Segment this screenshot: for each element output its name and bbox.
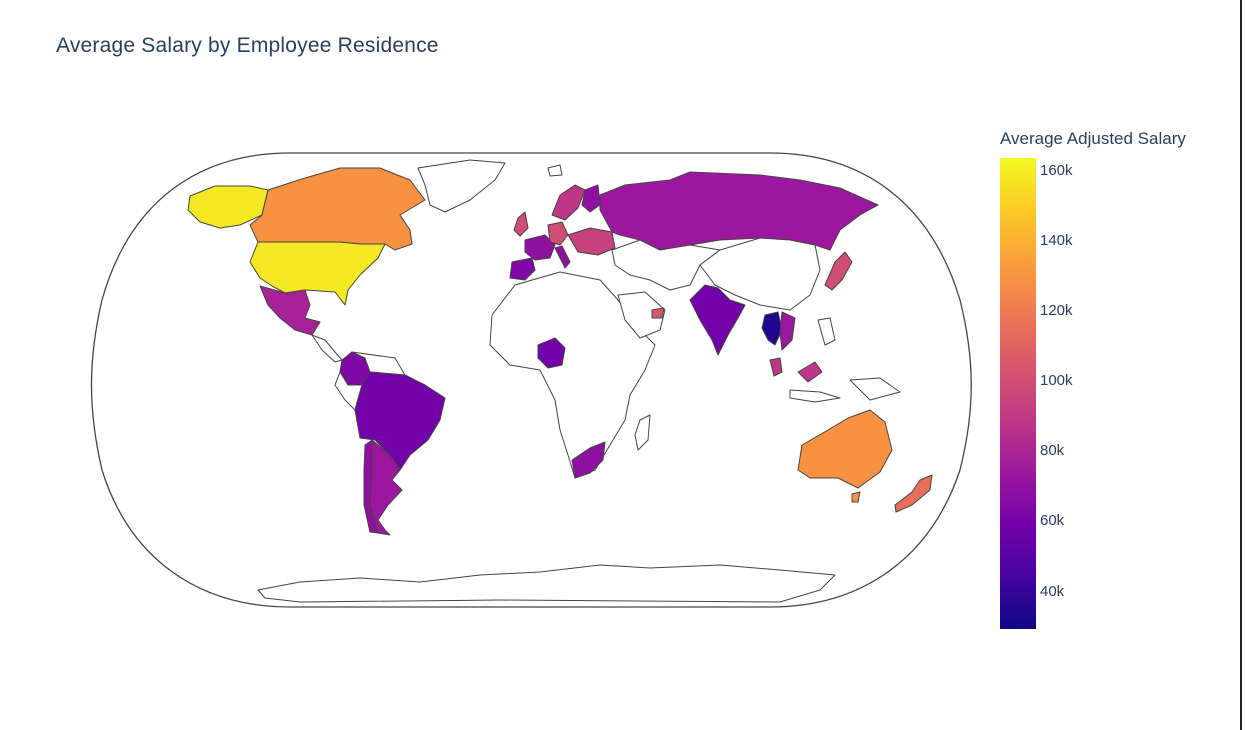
region-india[interactable]	[689, 284, 746, 356]
region-iceland[interactable]	[547, 164, 563, 177]
region-tasmania[interactable]	[851, 491, 861, 503]
region-new-zealand[interactable]	[894, 474, 933, 513]
region-madagascar[interactable]	[634, 414, 651, 451]
region-canada[interactable]	[249, 167, 426, 251]
colorbar-tick: 80k	[1040, 442, 1065, 459]
region-middle-asia[interactable]	[611, 239, 721, 291]
region-antarctica[interactable]	[257, 564, 836, 603]
colorbar-tick: 100k	[1040, 372, 1073, 389]
region-chile[interactable]	[363, 439, 379, 534]
region-spain[interactable]	[509, 257, 536, 281]
chart-title: Average Salary by Employee Residence	[56, 34, 439, 57]
colorbar-tick: 120k	[1040, 302, 1073, 319]
region-greenland[interactable]	[417, 159, 506, 213]
region-russia[interactable]	[599, 171, 879, 251]
region-finland[interactable]	[581, 184, 601, 213]
region-nigeria[interactable]	[537, 337, 566, 369]
region-united-arab-emirates[interactable]	[651, 307, 665, 319]
window-edge	[1240, 0, 1242, 730]
region-eastern-europe[interactable]	[567, 227, 616, 256]
region-thailand[interactable]	[761, 311, 783, 346]
region-japan[interactable]	[824, 251, 853, 291]
colorbar-tick: 140k	[1040, 232, 1073, 249]
region-malaysia[interactable]	[769, 357, 823, 383]
choropleth-map[interactable]	[0, 0, 1000, 730]
region-china[interactable]	[699, 237, 821, 311]
colorbar-tick: 60k	[1040, 512, 1065, 529]
region-australia[interactable]	[797, 409, 893, 489]
colorbar-gradient	[1000, 158, 1036, 629]
region-mexico[interactable]	[259, 285, 321, 336]
region-south-africa[interactable]	[571, 441, 606, 479]
region-alaska[interactable]	[187, 185, 269, 229]
region-france[interactable]	[524, 234, 556, 261]
region-germany[interactable]	[547, 221, 569, 246]
colorbar[interactable]: Average Adjusted Salary 160k 140k 120k 1…	[1000, 128, 1240, 648]
region-brazil[interactable]	[354, 371, 446, 471]
region-vietnam[interactable]	[779, 311, 796, 351]
region-arabia[interactable]	[617, 291, 666, 339]
region-italy[interactable]	[554, 245, 571, 269]
region-united-states[interactable]	[249, 241, 386, 306]
colorbar-tick: 160k	[1040, 162, 1073, 179]
region-united-kingdom[interactable]	[513, 211, 529, 237]
colorbar-title: Average Adjusted Salary	[1000, 129, 1186, 148]
colorbar-tick: 40k	[1040, 583, 1065, 600]
region-southeast-islands[interactable]	[789, 317, 901, 403]
